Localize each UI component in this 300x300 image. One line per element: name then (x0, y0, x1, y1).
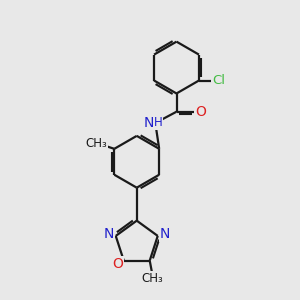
Text: Cl: Cl (212, 74, 225, 87)
Text: N: N (103, 226, 114, 241)
Text: N: N (160, 226, 170, 241)
Text: N: N (143, 116, 154, 130)
Text: O: O (112, 257, 123, 271)
Text: CH₃: CH₃ (141, 272, 163, 285)
Text: H: H (154, 116, 163, 129)
Text: O: O (195, 105, 206, 119)
Text: CH₃: CH₃ (86, 137, 107, 150)
